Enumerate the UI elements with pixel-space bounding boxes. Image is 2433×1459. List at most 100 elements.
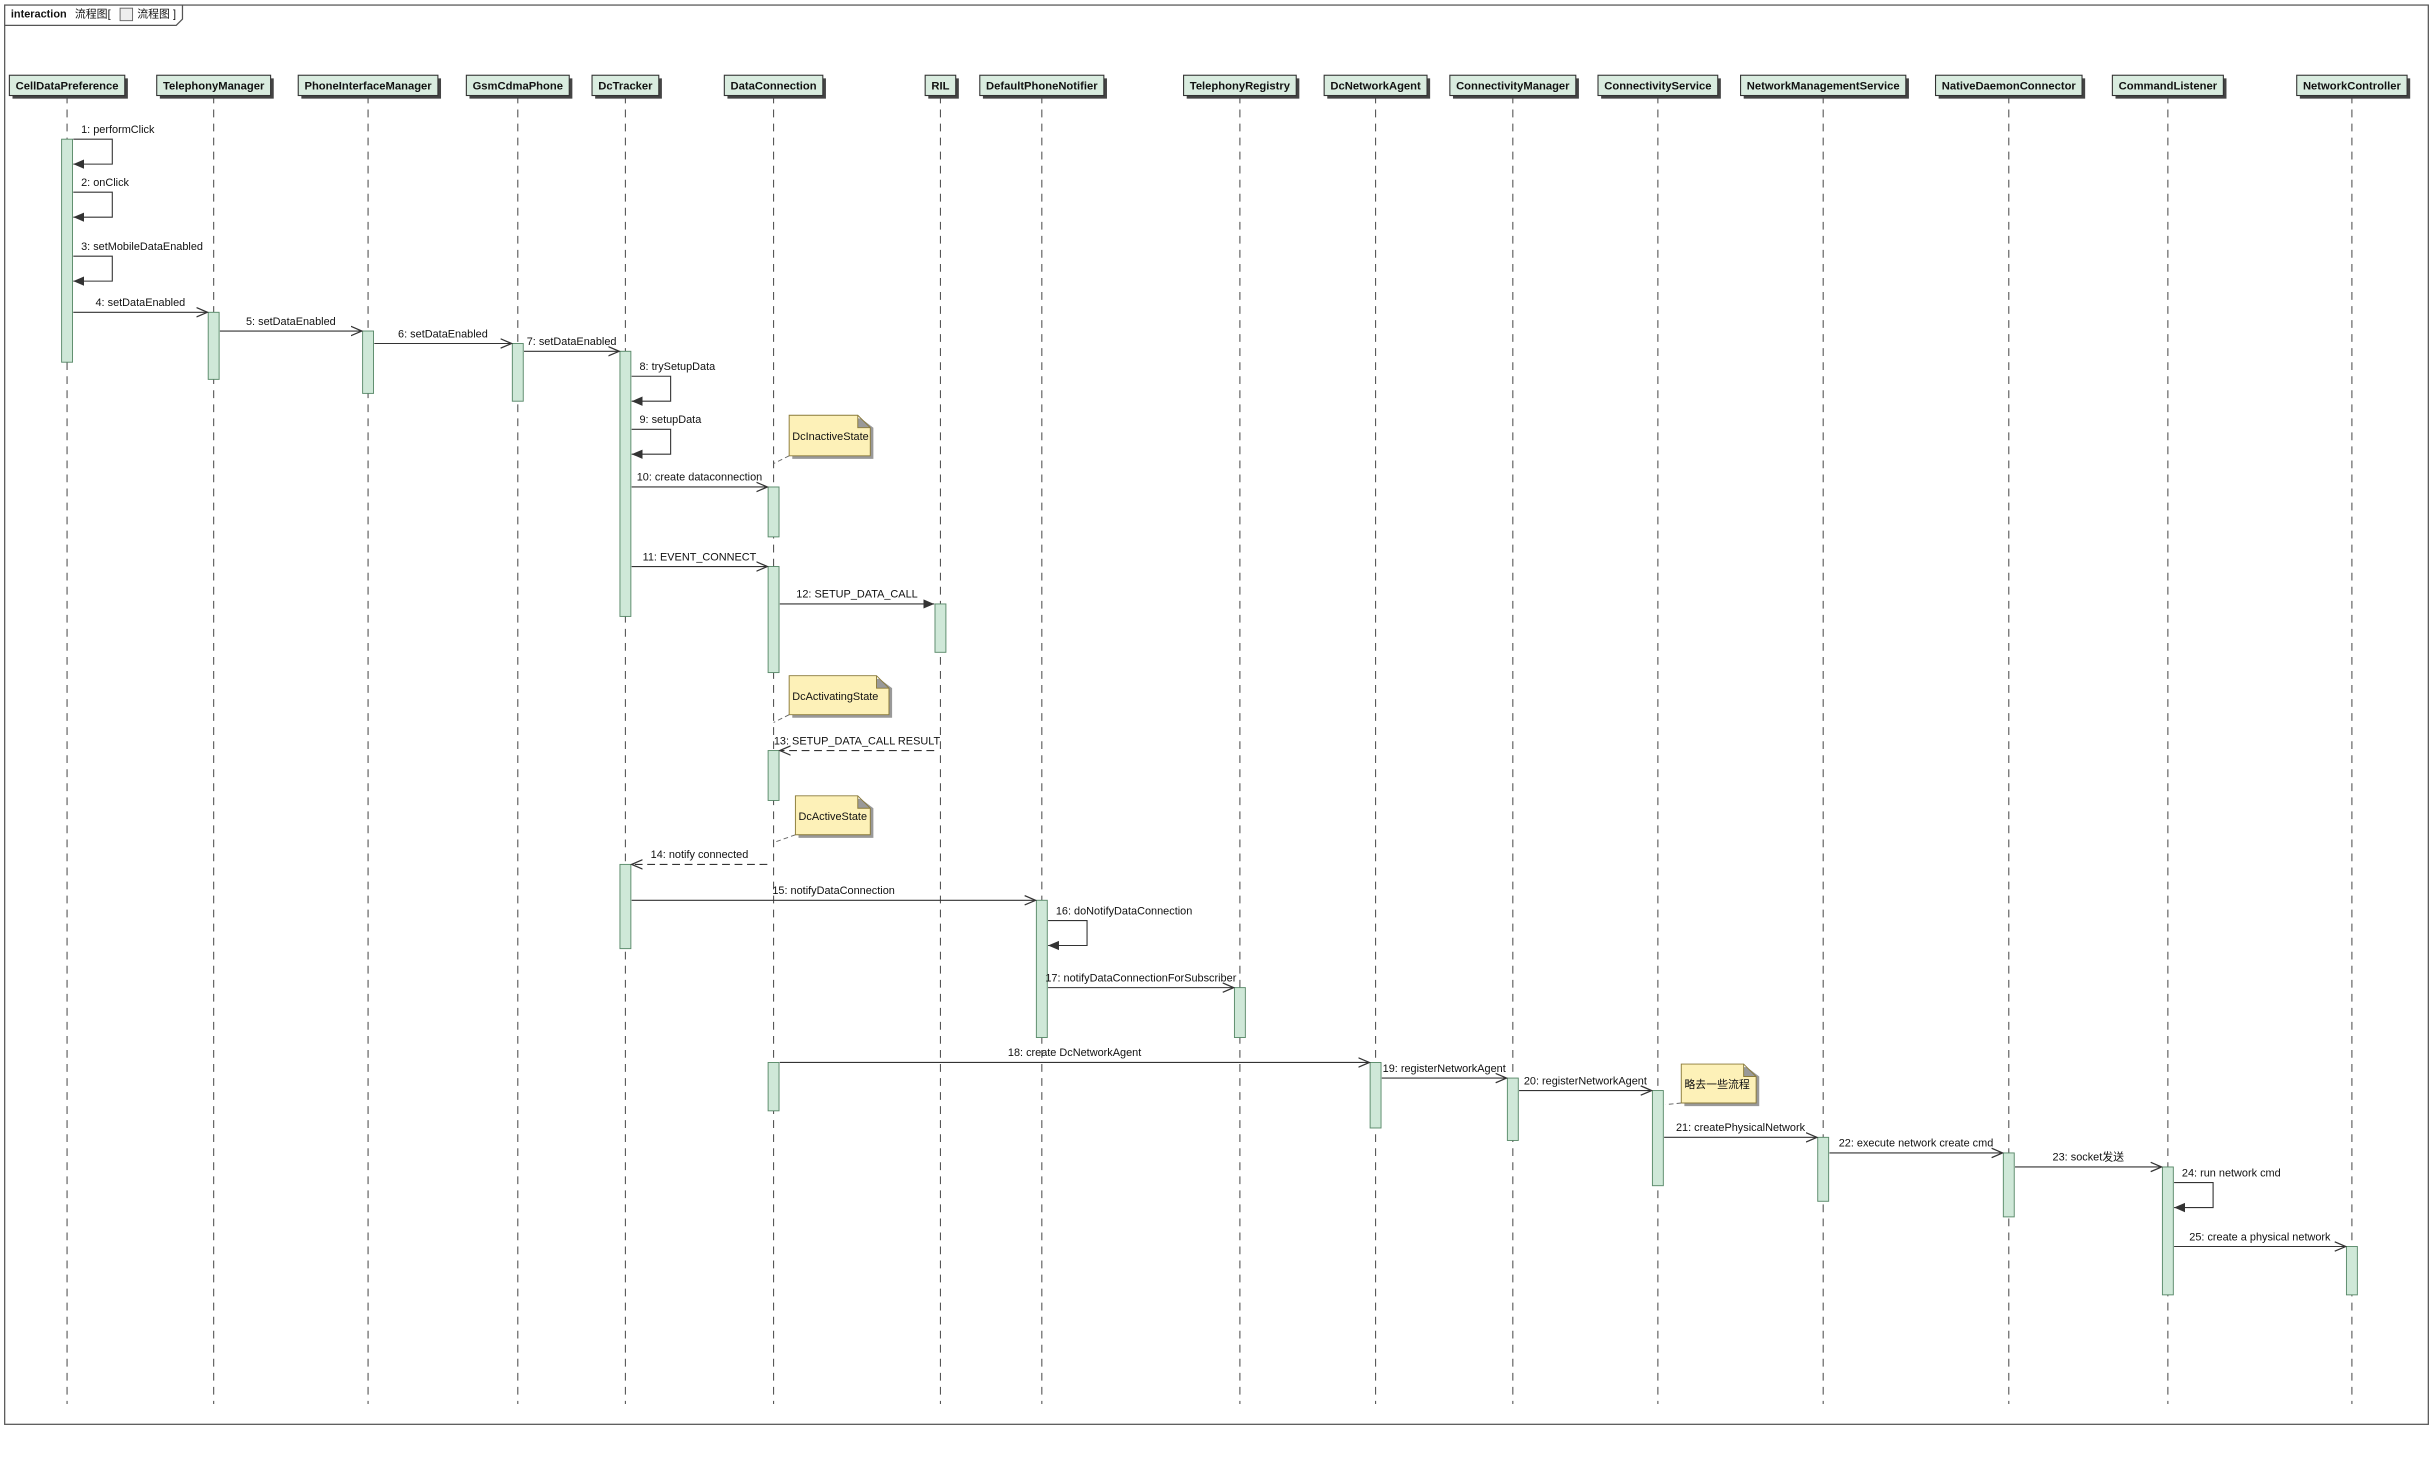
note	[788, 675, 890, 716]
activation	[619, 863, 632, 950]
message-label: 8: trySetupData	[639, 361, 716, 373]
message-label: 18: create DcNetworkAgent	[1008, 1047, 1141, 1059]
participant-box	[1934, 74, 2083, 97]
participant-label: DefaultPhoneNotifier	[986, 80, 1098, 92]
message-label: 12: SETUP_DATA_CALL	[796, 589, 917, 601]
participant-box	[156, 74, 272, 97]
message-label: 21: createPhysicalNetwork	[1676, 1122, 1806, 1134]
message-label: 1: performClick	[81, 124, 155, 136]
activation	[1817, 1136, 1830, 1202]
note	[788, 414, 871, 457]
message-label: 19: registerNetworkAgent	[1383, 1063, 1506, 1075]
message-label: 17: notifyDataConnectionForSubscriber	[1045, 972, 1236, 984]
message-label: 20: registerNetworkAgent	[1524, 1075, 1647, 1087]
message-arrow	[73, 255, 113, 286]
participant-label: CellDataPreference	[16, 80, 119, 92]
message-label: 2: onClick	[81, 177, 129, 189]
frame-name-suffix: 流程图 ]	[137, 7, 176, 21]
message-label: 15: notifyDataConnection	[772, 885, 894, 897]
activation	[1369, 1062, 1382, 1129]
participant-box	[723, 74, 824, 97]
message-arrow	[631, 375, 672, 406]
note-text: DcActiveState	[799, 811, 868, 823]
participant-box	[1449, 74, 1577, 97]
participant-box	[1183, 74, 1297, 97]
message-label: 11: EVENT_CONNECT	[643, 551, 757, 563]
message-label: 4: setDataEnabled	[95, 297, 185, 309]
participant-box	[8, 74, 126, 97]
message-label: 10: create dataconnection	[637, 472, 763, 484]
message-label: 9: setupData	[639, 414, 702, 426]
activation	[1506, 1077, 1519, 1141]
activation	[1233, 987, 1246, 1038]
participant-label: DcNetworkAgent	[1330, 80, 1421, 92]
participant-label: GsmCdmaPhone	[473, 80, 563, 92]
message-label: 24: run network cmd	[2182, 1167, 2281, 1179]
activation	[934, 603, 947, 653]
participant-box	[1323, 74, 1428, 97]
message-arrow	[2174, 1182, 2214, 1213]
message-label: 14: notify connected	[651, 849, 749, 861]
note-text: DcActivatingState	[792, 691, 878, 703]
message-label: 5: setDataEnabled	[246, 316, 336, 328]
participant-box	[2111, 74, 2224, 97]
frame-icon	[119, 7, 134, 22]
note-text: DcInactiveState	[792, 431, 868, 443]
participant-label: NetworkManagementService	[1747, 80, 1900, 92]
note-connector	[773, 455, 790, 465]
activation	[767, 750, 780, 801]
activation	[2345, 1246, 2358, 1296]
message-label: 6: setDataEnabled	[398, 328, 488, 340]
message-label: 13: SETUP_DATA_CALL RESULT	[774, 735, 941, 747]
note-connector	[773, 834, 796, 844]
message-arrow	[73, 138, 113, 169]
activation	[61, 138, 73, 363]
activation	[2002, 1152, 2015, 1218]
message-label: 7: setDataEnabled	[527, 336, 617, 348]
participant-label: RIL	[931, 80, 949, 92]
activation	[1651, 1090, 1664, 1187]
participant-label: NetworkController	[2303, 80, 2401, 92]
participant-label: ConnectivityManager	[1456, 80, 1570, 92]
message-arrow	[73, 191, 113, 222]
participant-box	[979, 74, 1105, 97]
message-label: 25: create a physical network	[2189, 1231, 2331, 1243]
message-label: 3: setMobileDataEnabled	[81, 241, 203, 253]
note-text: 略去一些流程	[1684, 1077, 1750, 1091]
message-arrow	[1048, 920, 1088, 951]
frame	[4, 4, 2429, 1425]
activation	[619, 350, 632, 617]
participant-box	[2296, 74, 2408, 97]
activation	[767, 566, 780, 674]
participant-label: DataConnection	[731, 80, 817, 92]
frame-kind: interaction	[11, 9, 67, 21]
participant-label: NativeDaemonConnector	[1942, 80, 2077, 92]
message-label: 23: socket发送	[2053, 1150, 2125, 1164]
note	[794, 795, 871, 836]
participant-box	[297, 74, 439, 97]
activation	[2161, 1166, 2174, 1296]
activation	[362, 330, 374, 394]
participant-label: TelephonyManager	[163, 80, 265, 92]
message-label: 22: execute network create cmd	[1839, 1138, 1994, 1150]
activation	[207, 311, 220, 380]
participant-box	[924, 74, 957, 97]
frame-name: 流程图[	[75, 7, 111, 21]
note-connector	[773, 714, 790, 723]
participant-box	[465, 74, 570, 97]
participant-box	[1740, 74, 1907, 97]
participant-label: ConnectivityService	[1604, 80, 1711, 92]
participant-label: DcTracker	[598, 80, 653, 92]
frame-tab	[4, 5, 184, 26]
message-arrow	[631, 428, 672, 459]
activation	[767, 486, 780, 538]
participant-box	[591, 74, 660, 97]
participant-label: CommandListener	[2119, 80, 2218, 92]
participant-box	[1597, 74, 1719, 97]
participant-label: PhoneInterfaceManager	[304, 80, 432, 92]
note	[1680, 1063, 1757, 1104]
activation	[1035, 899, 1048, 1038]
activation	[511, 343, 524, 402]
note-connector	[1665, 1102, 1682, 1106]
